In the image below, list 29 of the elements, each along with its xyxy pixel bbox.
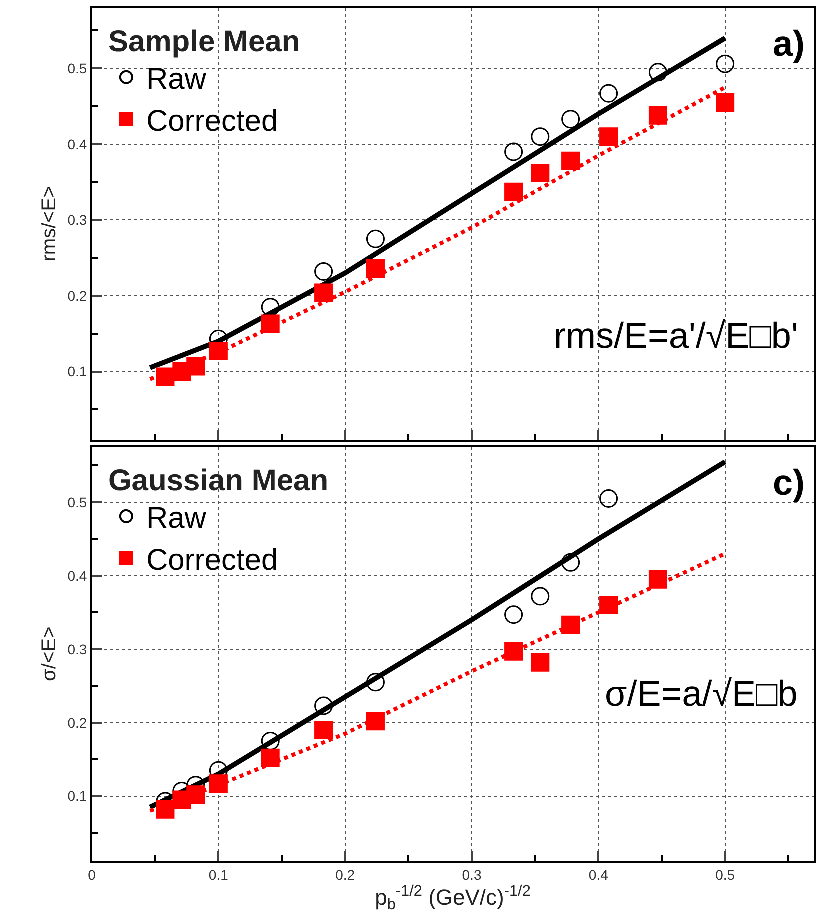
annotation: a) [773, 23, 806, 64]
y-tick-label: 0.2 [68, 714, 88, 731]
y-axis-title: σ/<E> [38, 626, 61, 682]
y-tick-label: 0.1 [68, 788, 88, 804]
y-tick-label: 0.2 [68, 288, 88, 304]
legend-title: Gaussian Mean [108, 464, 329, 498]
x-tick-label: 0.1 [208, 866, 229, 883]
y-tick-label: 0.3 [68, 641, 88, 658]
y-tick-label: 0.4 [68, 136, 88, 152]
x-axis-title: p$_{b}$$^{-1/2}$ (GeV/c)$^{-1/2}$ [375, 882, 531, 914]
y-tick-label: 0.3 [68, 212, 88, 228]
y-tick-label: 0.1 [68, 364, 88, 380]
legend-label: Raw [146, 63, 207, 96]
y-axis-title: rms/<E> [38, 186, 61, 262]
y-tick-label: 0.4 [68, 568, 88, 584]
legend-label: Corrected [146, 544, 278, 578]
y-tick-label: 0.5 [68, 494, 88, 510]
legend-title: Sample Mean [108, 25, 300, 58]
legend-label: Raw [146, 502, 207, 536]
annotation: σ/E=a/√E□b [605, 673, 798, 714]
x-tick-label: 0.3 [462, 866, 482, 883]
y-tick-label: 0.5 [68, 60, 88, 77]
annotation: c) [773, 462, 806, 503]
legend-label: Corrected [146, 105, 278, 138]
x-tick-label: 0.2 [336, 866, 356, 883]
x-tick-label: 0.5 [716, 866, 736, 883]
annotation: rms/E=a'/√E□b' [554, 315, 798, 356]
x-tick-label: 0 [88, 866, 96, 883]
x-tick-label: 0.4 [588, 866, 609, 883]
